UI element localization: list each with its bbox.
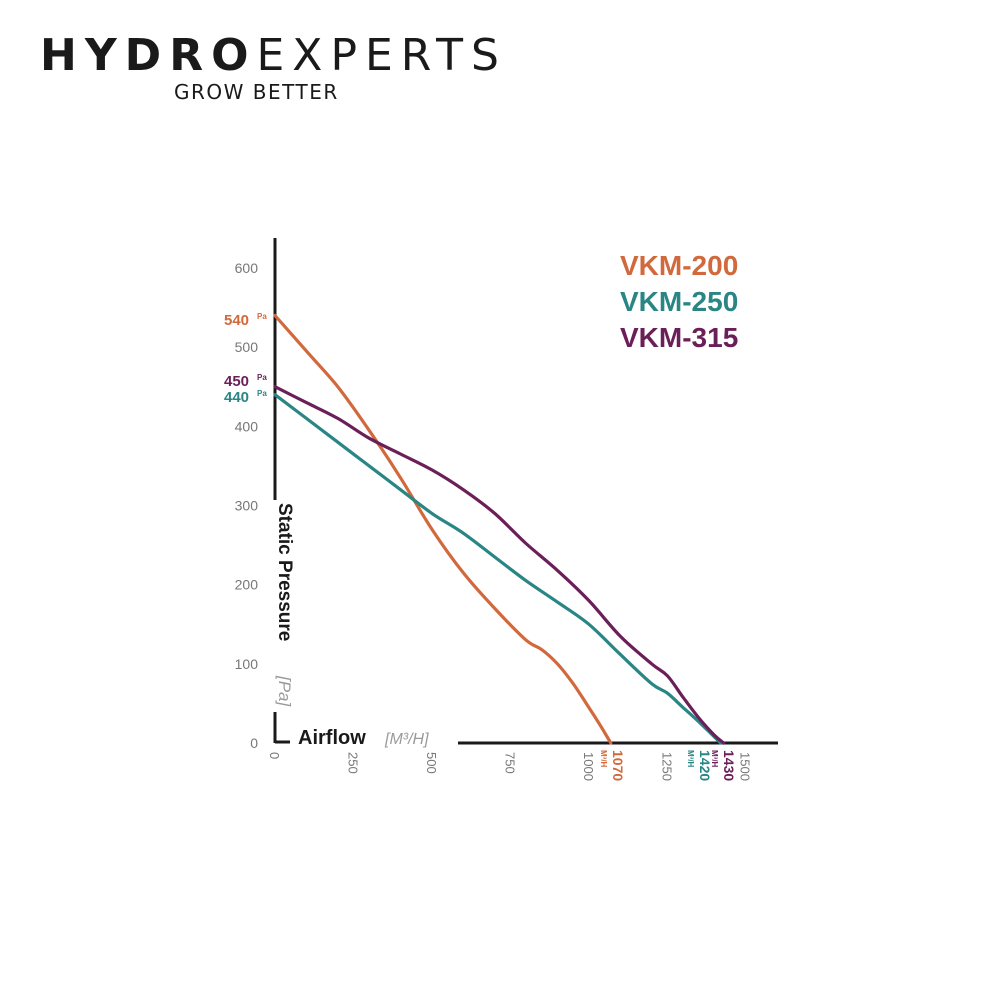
y-tick-label: 100 xyxy=(235,656,259,672)
y-tick-label: 500 xyxy=(235,339,259,355)
series-line-vkm-250 xyxy=(273,393,723,745)
x-axis-unit: [M³/H] xyxy=(384,731,429,748)
chart-labels: Static Pressure [Pa]Airflow [M³/H] 540 Pa 440… xyxy=(224,312,737,781)
chart-series-lines xyxy=(273,313,726,745)
legend-item-vkm-315: VKM-315 xyxy=(620,322,738,353)
max-pressure-unit: Pa xyxy=(257,373,267,382)
x-tick-label: 0 xyxy=(267,752,282,759)
y-tick-label: 300 xyxy=(235,497,259,513)
x-tick-label: 1000 xyxy=(581,752,596,781)
brand-tagline: GROW BETTER xyxy=(174,80,339,104)
max-pressure-label-vkm-250: 440 xyxy=(224,389,249,406)
series-line-vkm-200 xyxy=(273,313,613,745)
series-line-vkm-315 xyxy=(273,385,726,745)
legend-item-vkm-250: VKM-250 xyxy=(620,286,738,317)
brand-name-hydro: HYDRO xyxy=(40,30,257,81)
y-tick-label: 400 xyxy=(235,418,259,434)
x-tick-label: 250 xyxy=(345,752,360,774)
max-pressure-label-vkm-315: 450 xyxy=(224,373,249,390)
y-tick-label: 200 xyxy=(235,577,259,593)
max-pressure-label-vkm-200: 540 xyxy=(224,312,249,329)
brand-logo: HYDROEXPERTS GROW BETTER xyxy=(40,30,499,104)
x-tick-label: 1250 xyxy=(659,752,674,781)
brand-name-experts: EXPERTS xyxy=(256,30,507,81)
max-airflow-label-vkm-200: 1070 xyxy=(610,750,626,781)
x-axis-title: Airflow xyxy=(298,727,366,749)
max-airflow-unit: M³/H xyxy=(686,750,695,768)
y-tick-label: 600 xyxy=(235,260,259,276)
max-pressure-unit: Pa xyxy=(257,389,267,398)
legend-item-vkm-200: VKM-200 xyxy=(620,250,738,281)
x-tick-label: 1500 xyxy=(738,752,753,781)
chart-legend: VKM-200 VKM-250 VKM-315 xyxy=(620,250,738,353)
y-tick-label: 0 xyxy=(250,735,258,751)
max-airflow-unit: M³/H xyxy=(599,750,608,768)
max-airflow-unit: M³/H xyxy=(710,750,719,768)
x-tick-label: 500 xyxy=(424,752,439,774)
max-airflow-label-vkm-315: 1430 xyxy=(721,750,737,781)
y-axis-title: Static Pressure xyxy=(274,503,295,641)
max-pressure-unit: Pa xyxy=(257,312,267,321)
max-airflow-label-vkm-250: 1420 xyxy=(697,750,713,781)
chart-ticks: 0 100 200 300 400 500 600 0 250 500 750 1000 1250 150… xyxy=(235,260,753,781)
x-tick-label: 750 xyxy=(502,752,517,774)
y-axis-unit: [Pa] xyxy=(275,675,294,708)
brand-name: HYDROEXPERTS xyxy=(40,30,499,82)
